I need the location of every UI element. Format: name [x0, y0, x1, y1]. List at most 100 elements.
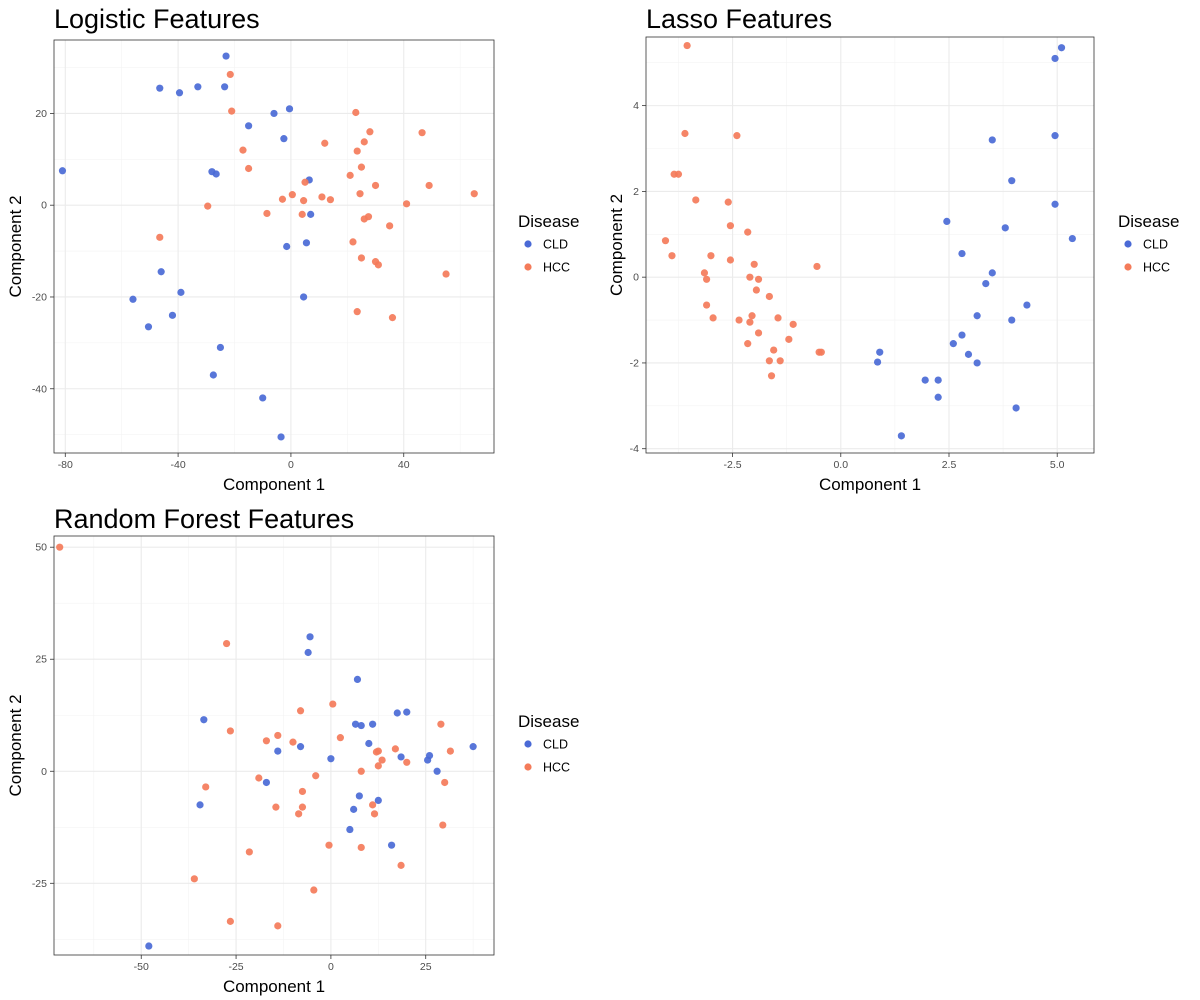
x-tick-label: 0.0 [833, 459, 848, 471]
data-point-cld [196, 801, 204, 809]
data-point-cld [1023, 301, 1031, 309]
data-point-hcc [364, 213, 373, 221]
data-point-cld [387, 841, 396, 849]
data-point-hcc [318, 193, 326, 201]
data-point-hcc [418, 129, 426, 137]
legend-label-hcc: HCC [543, 761, 570, 775]
y-tick-label: -2 [630, 357, 639, 369]
data-point-hcc [353, 308, 361, 316]
y-tick-label: -4 [630, 443, 639, 455]
data-point-cld [327, 755, 335, 763]
data-point-hcc [744, 340, 752, 348]
data-point-cld [144, 323, 153, 331]
x-tick-label: 0 [288, 459, 294, 471]
legend-title: Disease [518, 212, 579, 231]
y-tick-label: 2 [633, 186, 639, 198]
data-point-hcc [750, 260, 758, 268]
chart-title: Random Forest Features [54, 504, 354, 534]
data-point-hcc [226, 917, 234, 925]
data-point-cld [283, 242, 291, 251]
data-point-cld [973, 359, 981, 367]
data-point-cld [934, 376, 942, 384]
data-point-cld [949, 340, 957, 348]
legend-key-cld [1124, 240, 1132, 248]
data-point-hcc [446, 747, 454, 755]
x-tick-label: -40 [171, 459, 186, 471]
data-point-hcc [765, 357, 773, 365]
data-point-hcc [402, 200, 411, 208]
legend-label-hcc: HCC [1143, 261, 1170, 275]
legend-title: Disease [518, 712, 579, 731]
data-point-hcc [386, 222, 394, 230]
legend-label-hcc: HCC [543, 261, 570, 275]
data-point-hcc [226, 727, 234, 735]
data-point-hcc [300, 197, 308, 205]
x-tick-label: 5.0 [1050, 459, 1065, 471]
x-tick-label: -50 [134, 961, 149, 973]
data-point-hcc [374, 261, 382, 269]
data-point-cld [221, 83, 229, 91]
data-point-hcc [288, 191, 296, 199]
legend-label-cld: CLD [1143, 238, 1168, 252]
data-point-hcc [336, 734, 344, 742]
data-point-hcc [226, 70, 234, 79]
data-point-cld [1008, 316, 1016, 324]
data-point-cld [1001, 224, 1009, 232]
data-point-cld [365, 739, 373, 748]
data-point-cld [921, 376, 929, 384]
data-point-hcc [278, 195, 287, 203]
data-point-hcc [735, 316, 743, 324]
legend: Disease CLD HCC [1118, 212, 1179, 275]
data-point-cld [212, 170, 220, 178]
y-tick-label: 50 [35, 542, 47, 554]
data-point-hcc [378, 756, 386, 764]
x-tick-label: 40 [398, 459, 410, 471]
data-point-cld [433, 767, 441, 775]
data-point-cld [1008, 177, 1016, 185]
data-point-cld [982, 279, 990, 288]
y-axis-title: Component 2 [607, 194, 626, 296]
data-point-hcc [391, 745, 399, 753]
data-point-cld [302, 239, 311, 247]
data-point-hcc [707, 252, 715, 260]
data-point-hcc [262, 737, 271, 745]
data-point-cld [175, 89, 184, 97]
data-point-hcc [369, 801, 377, 809]
data-point-cld [958, 249, 966, 258]
data-point-hcc [733, 132, 741, 140]
data-point-hcc [470, 190, 478, 198]
legend-key-hcc [524, 263, 532, 271]
data-point-hcc [372, 748, 381, 756]
data-point-hcc [310, 886, 318, 894]
data-point-cld [200, 716, 208, 724]
data-point-cld [156, 84, 164, 92]
data-point-cld [1051, 54, 1059, 63]
legend-key-cld [524, 240, 532, 248]
data-point-hcc [357, 767, 365, 775]
data-point-hcc [296, 707, 305, 715]
data-point-hcc [767, 372, 776, 380]
data-point-cld [300, 293, 308, 301]
data-point-hcc [295, 810, 303, 818]
data-point-hcc [298, 803, 307, 811]
x-axis-title: Component 1 [223, 977, 325, 996]
y-axis-title: Component 2 [6, 195, 25, 297]
data-point-hcc [298, 787, 307, 796]
data-point-hcc [774, 314, 782, 322]
data-point-hcc [374, 762, 382, 770]
panel-border [53, 39, 495, 454]
data-point-hcc [692, 196, 700, 204]
data-point-hcc [202, 783, 210, 791]
data-point-cld [403, 708, 411, 716]
data-point-hcc [326, 196, 335, 204]
data-point-cld [177, 288, 185, 296]
data-point-cld [58, 167, 67, 175]
data-point-hcc [441, 778, 449, 787]
x-tick-label: -80 [58, 459, 73, 471]
data-point-hcc [702, 275, 711, 283]
data-point-hcc [813, 262, 821, 271]
data-point-hcc [770, 346, 778, 354]
data-point-hcc [274, 922, 282, 930]
data-point-hcc [789, 320, 797, 328]
data-point-hcc [403, 758, 411, 766]
